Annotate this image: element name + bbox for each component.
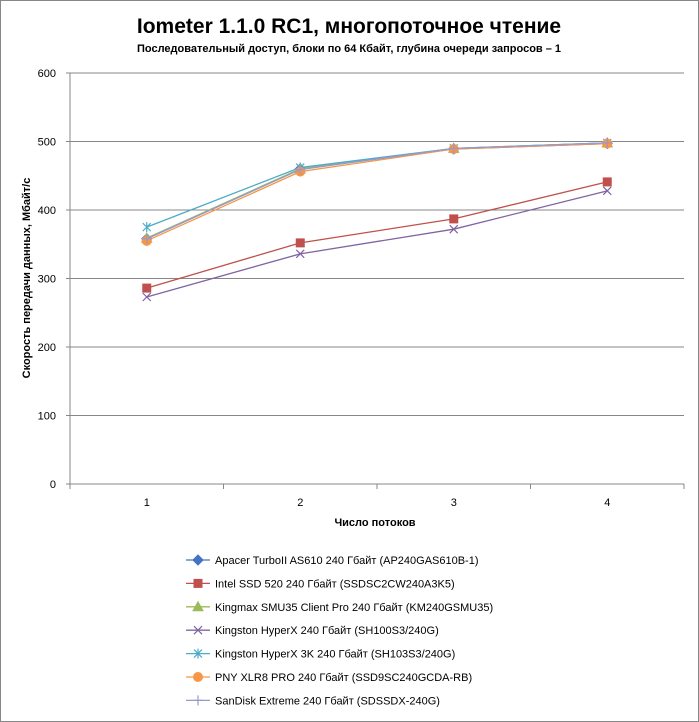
x-tick-label: 4 [604,497,610,509]
y-axis-title: Скорость передачи данных, Мбайт/с [21,178,33,379]
series-7 [141,137,613,244]
series-line-7 [146,142,608,240]
legend-label: Kingston HyperX 240 Гбайт (SH100S3/240G) [215,625,439,637]
y-tick-label: 300 [38,274,56,286]
legend-item: Kingmax SMU35 Client Pro 240 Гбайт (KM24… [186,600,493,614]
data-point [602,186,612,196]
legend-item: Intel SSD 520 240 Гбайт (SSDSC2CW240A3K5… [186,578,455,590]
series-line-3 [146,142,608,239]
y-tick-label: 200 [38,342,56,354]
data-point [142,222,152,233]
y-tick-label: 400 [38,205,56,217]
y-tick-label: 0 [50,479,56,491]
legend-label: Intel SSD 520 240 Гбайт (SSDSC2CW240A3K5… [215,578,455,590]
x-axis-title: Число потоков [334,517,415,529]
x-tick-label: 2 [297,497,303,509]
legend-label: PNY XLR8 PRO 240 Гбайт (SSD9SC240GCDA-RB… [215,672,472,684]
data-point [449,224,459,234]
series-6 [141,138,613,246]
data-point [602,177,612,187]
legend-item: SanDisk Extreme 240 Гбайт (SDSSDX-240G) [186,695,440,707]
series-line-2 [146,181,608,289]
legend-item: PNY XLR8 PRO 240 Гбайт (SSD9SC240GCDA-RB… [186,672,472,684]
legend-marker [192,554,204,566]
series-line-4 [146,190,608,298]
data-point [141,233,152,244]
x-tick-label: 3 [451,497,457,509]
legend-item: Kingston HyperX 240 Гбайт (SH100S3/240G) [186,625,439,637]
legend: Apacer TurboII AS610 240 Гбайт (AP240GAS… [186,554,493,707]
legend-label: SanDisk Extreme 240 Гбайт (SDSSDX-240G) [215,695,440,707]
legend-marker [193,695,203,706]
legend-box [178,546,530,716]
chart-subtitle: Последовательный доступ, блоки по 64 Кба… [137,43,561,55]
legend-marker [193,648,203,659]
y-tick-label: 600 [38,68,56,80]
legend-marker [193,672,203,682]
series-4 [142,186,612,302]
data-point [448,143,459,154]
data-point [449,214,459,224]
data-point [142,292,152,302]
chart-title: Iometer 1.1.0 RC1, многопоточное чтение [137,15,561,38]
data-point [295,238,305,248]
data-point [602,137,613,148]
data-point [142,283,152,293]
legend-marker [193,578,203,588]
legend-marker [192,600,204,612]
legend-marker [193,625,203,635]
legend-label: Kingmax SMU35 Client Pro 240 Гбайт (KM24… [215,602,493,614]
legend-label: Kingston HyperX 3K 240 Гбайт (SH103S3/24… [215,649,455,661]
series-3 [140,136,614,243]
y-tick-label: 100 [38,411,56,423]
x-tick-label: 1 [144,497,150,509]
plot-area: 0 100 200 300 400 500 600 1 2 3 4 [38,68,685,509]
series-line-5 [146,142,608,228]
legend-item: Kingston HyperX 3K 240 Гбайт (SH103S3/24… [186,649,455,661]
series-2 [142,177,612,293]
legend-label: Apacer TurboII AS610 240 Гбайт (AP240GAS… [215,555,479,567]
series-5 [142,137,612,233]
series-1 [141,137,613,245]
data-point [295,164,306,175]
series-line-6 [146,142,608,242]
y-tick-label: 500 [38,137,56,149]
data-point [295,249,305,259]
legend-item: Apacer TurboII AS610 240 Гбайт (AP240GAS… [186,554,479,567]
